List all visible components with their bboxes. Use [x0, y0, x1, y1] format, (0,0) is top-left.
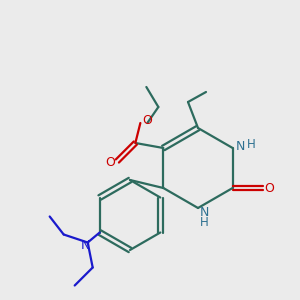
- Text: O: O: [142, 115, 152, 128]
- Text: N: N: [81, 239, 90, 252]
- Text: O: O: [105, 157, 115, 169]
- Text: N: N: [199, 206, 209, 218]
- Text: N: N: [236, 140, 245, 152]
- Text: H: H: [200, 215, 208, 229]
- Text: O: O: [265, 182, 275, 194]
- Text: H: H: [247, 137, 256, 151]
